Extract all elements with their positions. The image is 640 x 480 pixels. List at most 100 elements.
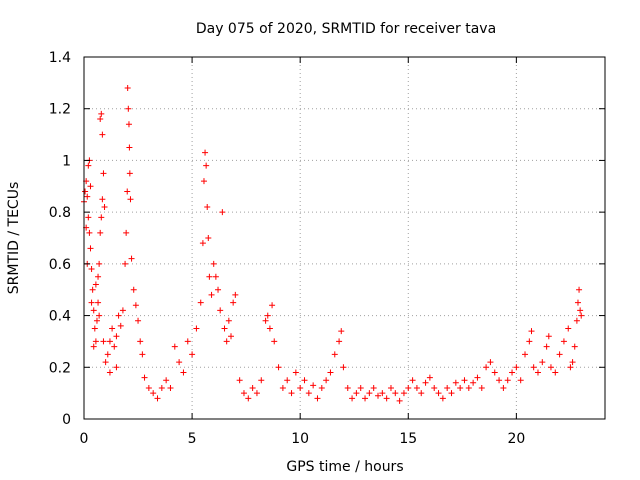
data-point: [504, 377, 511, 384]
data-point: [92, 338, 99, 345]
data-point: [362, 395, 369, 402]
data-point: [262, 317, 269, 324]
data-point: [90, 307, 97, 314]
data-point: [132, 302, 139, 309]
data-point: [552, 369, 559, 376]
data-point: [106, 338, 113, 345]
data-point: [126, 170, 133, 177]
data-point: [574, 299, 581, 306]
chart-title: Day 075 of 2020, SRMTID for receiver tav…: [196, 21, 496, 37]
data-point: [266, 325, 273, 332]
data-point: [357, 384, 364, 391]
data-point: [225, 317, 232, 324]
data-point: [513, 364, 520, 371]
data-point: [124, 85, 131, 92]
x-tick-label: 20: [507, 431, 525, 447]
data-point: [413, 384, 420, 391]
data-point: [130, 286, 137, 293]
data-point: [113, 364, 120, 371]
data-point: [115, 312, 122, 319]
data-point: [465, 384, 472, 391]
data-point: [539, 359, 546, 366]
data-point: [418, 390, 425, 397]
data-point: [139, 351, 146, 358]
data-point: [221, 325, 228, 332]
data-point: [97, 116, 104, 123]
data-point: [340, 364, 347, 371]
data-point: [461, 377, 468, 384]
data-point: [567, 364, 574, 371]
data-point: [253, 390, 260, 397]
data-point: [279, 384, 286, 391]
data-point: [331, 351, 338, 358]
data-point: [543, 343, 550, 350]
data-point: [96, 312, 103, 319]
data-point: [547, 364, 554, 371]
data-point: [217, 307, 224, 314]
data-point: [496, 377, 503, 384]
data-point: [366, 390, 373, 397]
data-point: [560, 338, 567, 345]
data-point: [310, 382, 317, 389]
data-point: [119, 307, 126, 314]
data-point: [522, 351, 529, 358]
data-point: [88, 299, 95, 306]
data-point: [297, 384, 304, 391]
data-point: [85, 214, 92, 221]
x-tick-label: 5: [188, 431, 197, 447]
data-point: [180, 369, 187, 376]
data-point: [314, 395, 321, 402]
data-point: [135, 317, 142, 324]
data-point: [99, 196, 106, 203]
data-point: [577, 307, 584, 314]
data-point: [87, 183, 94, 190]
data-point: [150, 390, 157, 397]
data-point: [526, 338, 533, 345]
data-point: [125, 121, 132, 128]
data-point: [528, 328, 535, 335]
data-point: [284, 377, 291, 384]
data-point: [491, 369, 498, 376]
data-point: [431, 384, 438, 391]
data-point: [98, 110, 105, 117]
data-point: [409, 377, 416, 384]
data-point: [457, 384, 464, 391]
data-point: [106, 369, 113, 376]
data-point: [203, 162, 210, 169]
data-point: [565, 325, 572, 332]
data-point: [117, 322, 124, 329]
y-tick-label: 1: [62, 153, 71, 169]
data-point: [571, 343, 578, 350]
plot-frame: [83, 56, 606, 420]
data-point: [573, 317, 580, 324]
data-point: [82, 188, 89, 195]
data-point: [202, 149, 209, 156]
data-point: [93, 317, 100, 324]
data-point: [258, 377, 265, 384]
data-point: [344, 384, 351, 391]
data-point: [236, 377, 243, 384]
y-tick-label: 0.4: [49, 309, 71, 325]
data-point: [240, 390, 247, 397]
y-tick-label: 0.8: [49, 205, 71, 221]
data-point: [370, 384, 377, 391]
data-point: [215, 286, 222, 293]
data-point: [264, 312, 271, 319]
data-point: [483, 364, 490, 371]
data-point: [578, 312, 585, 319]
data-point: [163, 377, 170, 384]
data-point: [249, 384, 256, 391]
data-point: [176, 359, 183, 366]
data-point: [439, 395, 446, 402]
data-point: [122, 260, 129, 267]
data-point: [102, 359, 109, 366]
data-point: [125, 105, 132, 112]
data-point: [100, 170, 107, 177]
data-point: [379, 390, 386, 397]
data-point: [97, 229, 104, 236]
data-point: [228, 333, 235, 340]
data-point: [474, 374, 481, 381]
data-point: [387, 384, 394, 391]
data-point: [452, 379, 459, 386]
data-point: [517, 377, 524, 384]
